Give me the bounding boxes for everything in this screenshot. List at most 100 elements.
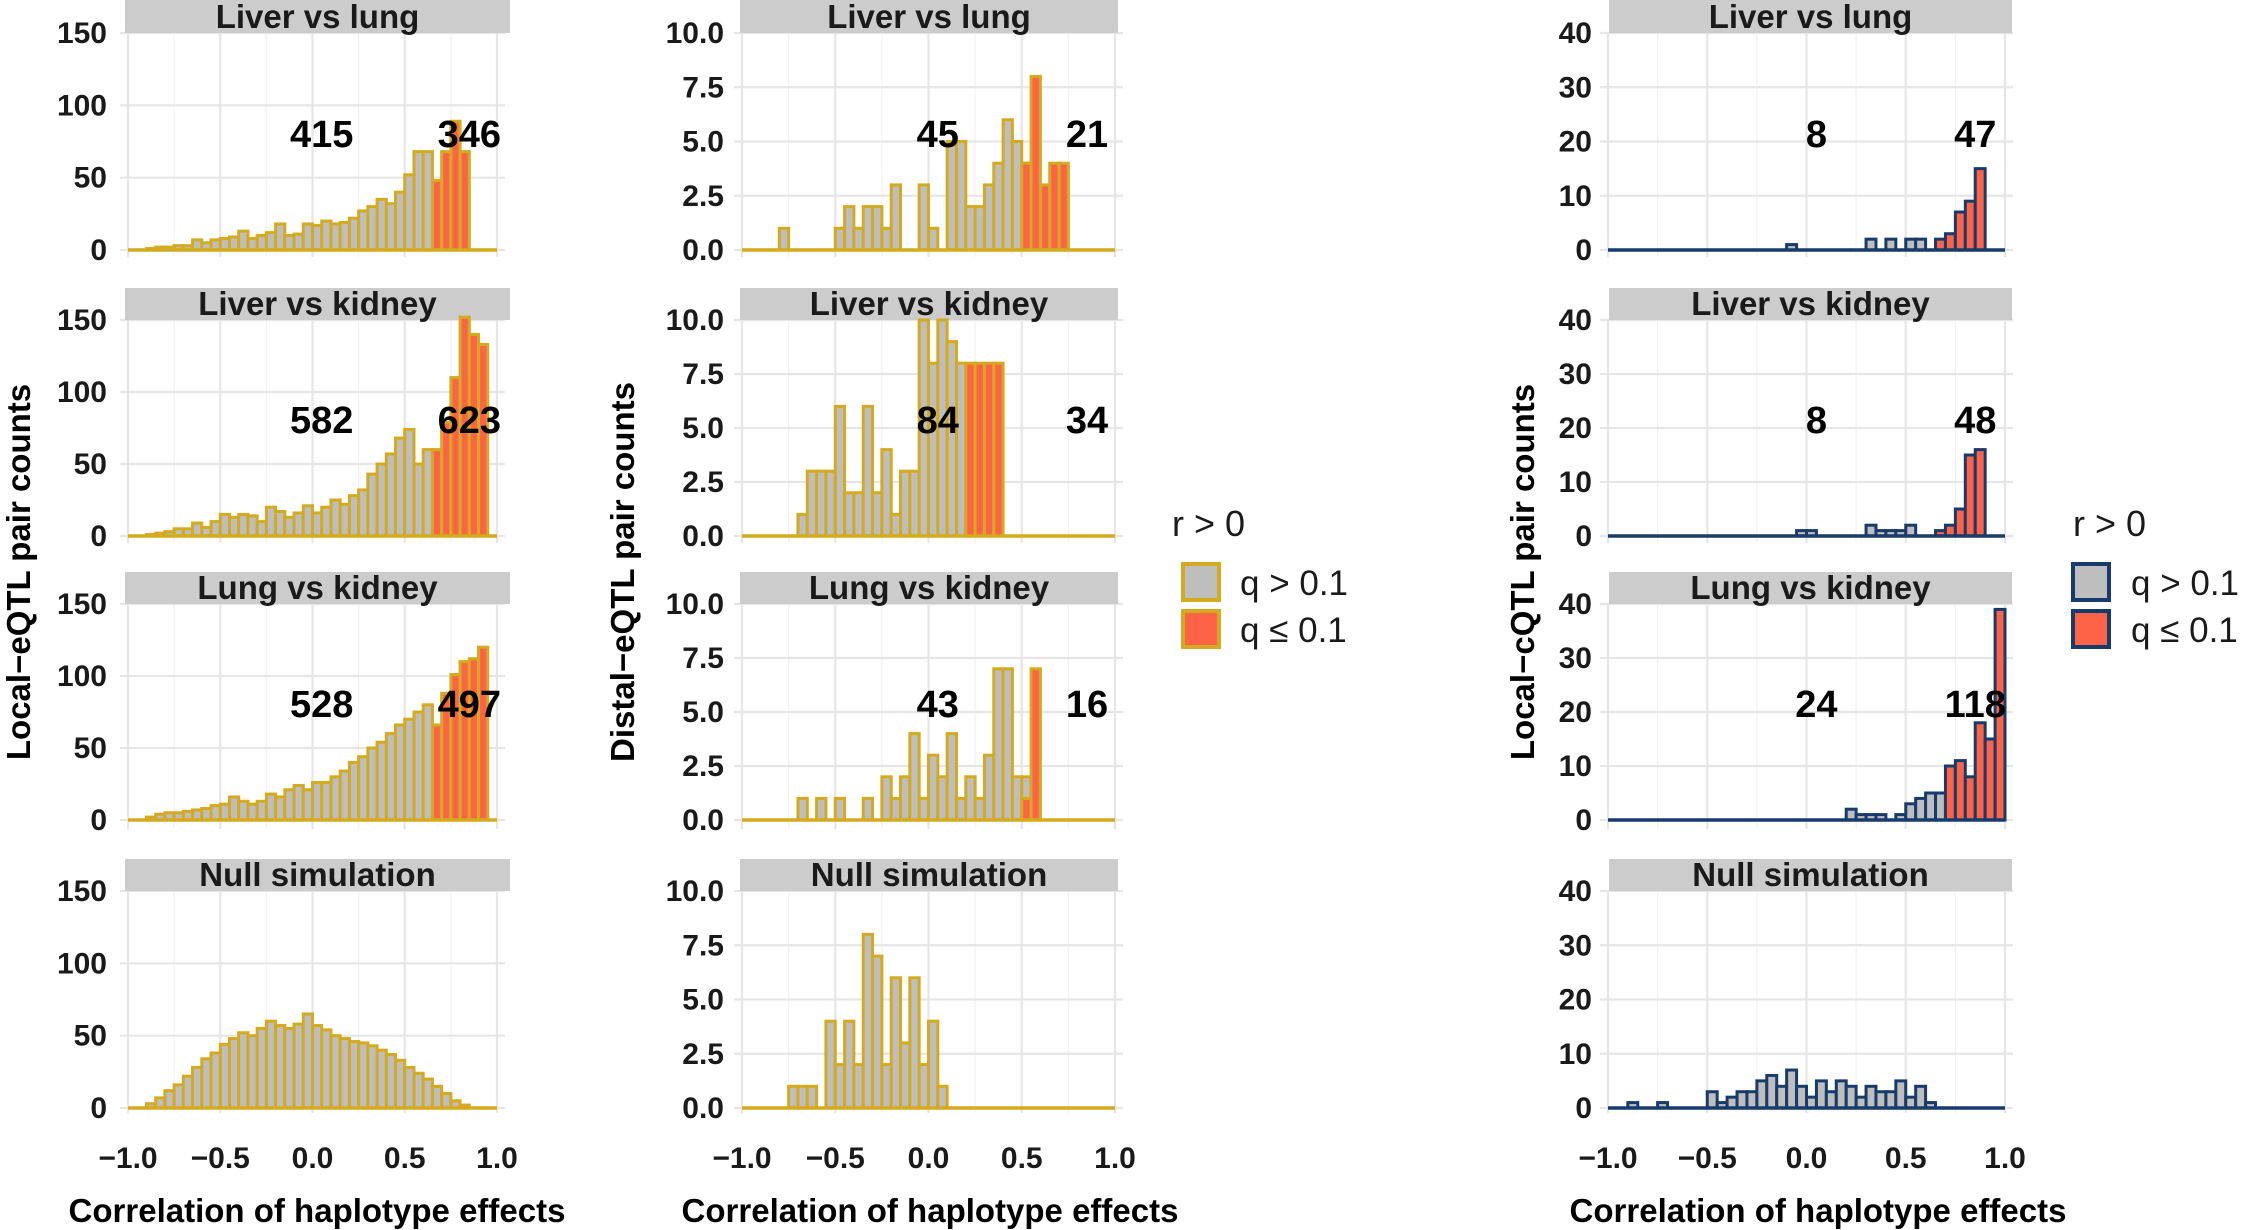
count-label: 47: [1954, 114, 1996, 156]
y-tick-label: 40: [1559, 875, 1592, 908]
panel-strip: [740, 572, 1118, 604]
x-tick-label: −0.5: [191, 1142, 250, 1175]
x-tick-label: 1.0: [1984, 1142, 2026, 1175]
y-tick-label: 100: [57, 376, 107, 409]
legend-cqtl: r > 0 q > 0.1 q ≤ 0.1: [2071, 503, 2239, 650]
panel-strip: [740, 859, 1118, 891]
legend-label-q-gt: q > 0.1: [2131, 564, 2239, 603]
column-distal-eqtl: 0.0 2.5 5.0 7.5 10.0 Liver vs lung 45 21 0.0 2.5 5…: [604, 0, 1178, 1229]
y-tick-label: 10: [1559, 1038, 1592, 1071]
panel-null-simulation: 0 50 100 150 Null simulation: [57, 856, 510, 1125]
y-tick-label: 40: [1559, 304, 1592, 337]
bar-q-gt: [927, 226, 940, 252]
panel-strip-title: Liver vs lung: [827, 0, 1031, 35]
panel-strip: [740, 0, 1118, 33]
y-tick-label: 5.0: [682, 126, 724, 159]
y-tick-label: 0: [90, 804, 107, 837]
panel-liver-vs-kidney: 0 10 20 30 40 Liver vs kidney 8 48: [1559, 285, 2013, 553]
x-tick-label: 1.0: [476, 1142, 518, 1175]
legend-swatch-q-gt: [2071, 562, 2111, 602]
y-tick-label: 40: [1559, 588, 1592, 621]
panel-strip-title: Liver vs kidney: [198, 285, 437, 322]
y-tick-label: 0.0: [682, 804, 724, 837]
count-label: 43: [917, 684, 959, 726]
panel-strip: [740, 288, 1118, 320]
y-tick-label: 7.5: [682, 358, 724, 391]
bar-q-gt: [805, 1084, 819, 1110]
y-tick-label: 0.0: [682, 1092, 724, 1125]
count-label: 34: [1066, 400, 1108, 442]
y-axis-title: Distal−eQTL pair counts: [604, 382, 641, 762]
y-tick-label: 100: [57, 89, 107, 122]
x-tick-label: 0.0: [908, 1142, 950, 1175]
panel-strip: [1609, 572, 2012, 604]
y-tick-label: 100: [57, 947, 107, 980]
bar-q-gt: [833, 796, 847, 822]
panel-strip-title: Lung vs kidney: [809, 569, 1050, 606]
x-tick-label: −1.0: [98, 1142, 157, 1175]
panel-null-simulation: 0 10 20 30 40 Null simulation: [1559, 856, 2013, 1125]
count-label: 24: [1795, 684, 1837, 726]
y-tick-label: 150: [57, 304, 107, 337]
panel-strip-title: Null simulation: [1692, 856, 1929, 893]
bar-q-gt: [796, 796, 809, 822]
panel-liver-vs-lung: 0.0 2.5 5.0 7.5 10.0 Liver vs lung 45 21: [666, 0, 1123, 267]
count-label: 45: [917, 114, 959, 156]
panel-strip-title: Null simulation: [199, 856, 436, 893]
y-tick-label: 5.0: [682, 984, 724, 1017]
legend-swatch-q-gt: [1181, 562, 1221, 602]
panel-liver-vs-lung: 0 50 100 150 Liver vs lung 415 346: [57, 0, 510, 267]
y-tick-label: 150: [57, 17, 107, 50]
y-tick-label: 0: [90, 234, 107, 267]
y-tick-label: 0.0: [682, 520, 724, 553]
y-axis-title: Local−eQTL pair counts: [0, 384, 37, 760]
x-axis-title: Correlation of haplotype effects: [1570, 1192, 2067, 1229]
y-tick-label: 50: [74, 1020, 107, 1053]
y-tick-label: 0: [1575, 520, 1592, 553]
panel-lung-vs-kidney: 0 50 100 150 Lung vs kidney 528 497: [57, 569, 510, 837]
y-tick-label: 0: [1575, 234, 1592, 267]
x-tick-label: −0.5: [806, 1142, 865, 1175]
panel-null-simulation: 0.0 2.5 5.0 7.5 10.0 Null simulation: [666, 856, 1123, 1125]
y-tick-label: 7.5: [682, 642, 724, 675]
panel-strip: [125, 859, 510, 891]
bar-q-gt: [777, 226, 791, 252]
bar-q-gt: [936, 1084, 949, 1110]
panel-strip: [125, 572, 510, 604]
count-label: 528: [290, 684, 353, 726]
bar-q-le: [1973, 167, 1987, 252]
y-tick-label: 10.0: [666, 304, 724, 337]
panel-strip-title: Liver vs lung: [1709, 0, 1913, 35]
count-label: 346: [438, 114, 501, 156]
bar-q-le: [477, 645, 490, 822]
x-axis-title: Correlation of haplotype effects: [69, 1192, 566, 1229]
column-local-cqtl: 0 10 20 30 40 Liver vs lung 8 47 0 10 20 30 40 Liver …: [1504, 0, 2066, 1229]
legend-swatch-q-le: [2071, 609, 2111, 649]
y-tick-label: 150: [57, 875, 107, 908]
y-tick-label: 0: [1575, 1092, 1592, 1125]
y-tick-label: 5.0: [682, 412, 724, 445]
y-tick-label: 0: [1575, 804, 1592, 837]
y-tick-label: 10: [1559, 466, 1592, 499]
count-label: 623: [438, 400, 501, 442]
x-tick-label: −0.5: [1678, 1142, 1737, 1175]
y-tick-label: 0: [90, 1092, 107, 1125]
legend-label-q-le: q ≤ 0.1: [2131, 611, 2238, 650]
y-tick-label: 10: [1559, 750, 1592, 783]
legend-eqtl: r > 0 q > 0.1 q ≤ 0.1: [1172, 503, 1348, 650]
panel-liver-vs-kidney: 0.0 2.5 5.0 7.5 10.0 Liver vs kidney 84 34: [666, 285, 1123, 553]
bar-q-le: [1973, 448, 1987, 538]
y-tick-label: 7.5: [682, 71, 724, 104]
y-tick-label: 7.5: [682, 929, 724, 962]
y-tick-label: 0: [90, 520, 107, 553]
count-label: 497: [438, 684, 501, 726]
legend-swatch-q-le: [1181, 609, 1221, 649]
x-tick-label: 0.5: [384, 1142, 426, 1175]
count-label: 8: [1806, 400, 1827, 442]
y-tick-label: 50: [74, 162, 107, 195]
column-local-eqtl: 0 50 100 150 Liver vs lung 415 346 0 50 100 150 Liv…: [0, 0, 565, 1229]
panel-strip-title: Lung vs kidney: [197, 569, 438, 606]
panel-strip: [1609, 859, 2012, 891]
y-tick-label: 150: [57, 588, 107, 621]
